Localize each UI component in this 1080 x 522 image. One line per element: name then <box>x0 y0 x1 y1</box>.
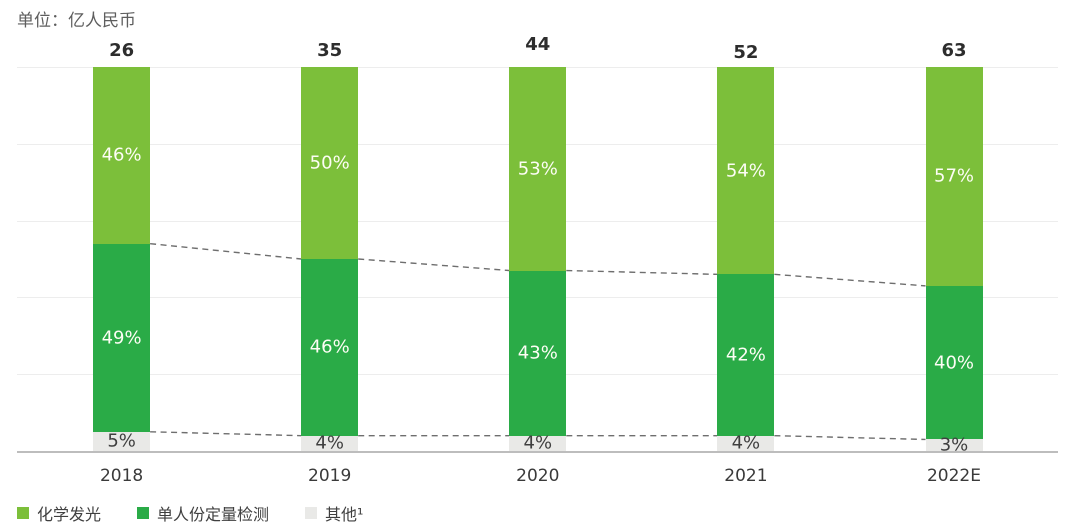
legend-label: 单人份定量检测 <box>157 505 270 522</box>
x-axis-label-2020: 2020 <box>516 466 560 486</box>
bar-segment-series1: 43% <box>509 270 567 436</box>
legend-item-series2: 其他¹ <box>305 501 363 522</box>
segment-percent-label: 4% <box>731 432 761 454</box>
bar-2020: 53% 43% 4% <box>509 67 567 454</box>
plot-area: 46% 49% 5% 50% 46% 4% 53% 43% 4% 54% 42% 4% 57% 40% 3% <box>17 67 1058 456</box>
legend-swatch-icon <box>305 507 318 519</box>
legend: 化学发光 单人份定量检测 其他¹ <box>17 501 363 522</box>
bar-2019: 50% 46% 4% <box>301 67 359 454</box>
bar-2022E: 57% 40% 3% <box>925 67 983 456</box>
segment-percent-label: 40% <box>933 352 975 374</box>
bar-2021: 54% 42% 4% <box>717 67 775 454</box>
bar-total-label: 63 <box>941 40 967 61</box>
bar-segment-series0: 57% <box>925 67 983 286</box>
legend-label: 化学发光 <box>37 505 102 522</box>
segment-percent-label: 43% <box>517 342 558 364</box>
bar-segment-series2: 3% <box>925 435 983 456</box>
bar-segment-series2: 4% <box>717 432 775 454</box>
bar-2018: 46% 49% 5% <box>93 67 151 452</box>
bar-segment-series2: 4% <box>301 432 359 454</box>
segment-percent-label: 3% <box>939 434 969 456</box>
bar-segment-series1: 40% <box>925 285 983 440</box>
bar-segment-series0: 53% <box>509 67 567 271</box>
segment-percent-label: 53% <box>517 158 558 180</box>
segment-percent-label: 49% <box>101 327 142 349</box>
segment-percent-label: 57% <box>933 165 975 187</box>
legend-swatch-icon <box>137 507 150 519</box>
segment-percent-label: 4% <box>523 432 553 454</box>
segment-percent-label: 46% <box>309 336 350 358</box>
x-axis-label-2022E: 2022E <box>926 466 981 486</box>
dashed-connector-lines <box>150 242 926 441</box>
bar-segment-series0: 54% <box>717 67 775 275</box>
x-axis-line <box>17 451 1058 453</box>
segment-percent-label: 54% <box>725 160 766 182</box>
dashed-connector-segment <box>566 269 718 276</box>
bar-total-label: 44 <box>525 34 551 55</box>
legend-swatch-icon <box>17 507 29 519</box>
bar-segment-series2: 5% <box>93 430 151 452</box>
bar-total-label: 26 <box>109 40 135 61</box>
dashed-connector-segment <box>150 431 302 437</box>
bar-segment-series1: 42% <box>717 274 775 436</box>
bar-total-label: 35 <box>317 40 343 61</box>
bar-segment-series1: 49% <box>93 243 151 432</box>
legend-item-series0: 化学发光 <box>17 501 101 522</box>
dashed-connector-segment <box>150 242 302 260</box>
bar-segment-series0: 46% <box>93 67 151 244</box>
segment-percent-label: 50% <box>309 152 350 174</box>
x-axis-label-2018: 2018 <box>99 466 144 486</box>
bar-segment-series2: 4% <box>509 432 567 454</box>
segment-percent-label: 46% <box>101 144 142 166</box>
x-axis-label-2021: 2021 <box>724 466 768 486</box>
unit-label: 单位：亿人民币 <box>17 11 136 31</box>
dashed-connector-segment <box>774 273 926 287</box>
dashed-connector-segment <box>358 258 510 272</box>
segment-percent-label: 42% <box>725 344 766 366</box>
bar-segment-series1: 46% <box>301 259 359 436</box>
segment-percent-label: 5% <box>107 430 136 452</box>
bar-total-label: 52 <box>733 42 759 63</box>
x-axis-label-2019: 2019 <box>308 466 352 486</box>
legend-label: 其他¹ <box>325 505 364 522</box>
legend-item-series1: 单人份定量检测 <box>137 501 269 522</box>
segment-percent-label: 4% <box>315 432 344 454</box>
dashed-connector-segment <box>774 434 926 441</box>
bar-segment-series0: 50% <box>301 67 359 259</box>
